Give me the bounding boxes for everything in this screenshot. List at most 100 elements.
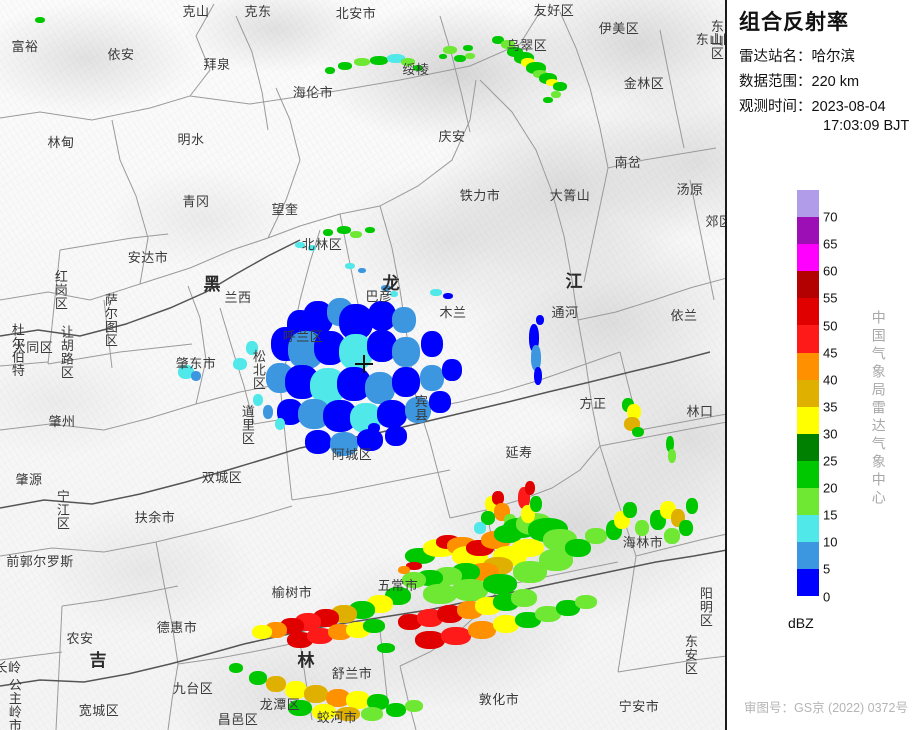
radar-echo-cell [632,427,644,437]
map-place-label: 扶余市 [134,510,176,526]
radar-echo-cell [398,614,422,630]
radar-echo-cell [252,625,272,639]
radar-station-row: 雷达站名：哈尔滨 [739,45,855,66]
colorbar-tick-label: 60 [823,263,838,279]
radar-echo-cell [575,595,597,609]
observation-time-label: 观测时间： [739,99,812,115]
radar-echo-cell [551,90,561,98]
map-place-label: 公主岭市 [6,678,22,730]
radar-echo-cell [481,511,495,525]
radar-echo-cell [368,423,380,433]
map-place-label: 阿城区 [331,447,373,463]
radar-echo-cell [350,230,362,238]
radar-echo-cell [405,700,423,712]
radar-echo-cell [361,707,383,721]
admin-boundaries [0,3,725,730]
radar-echo-cell [530,496,542,512]
radar-echo-cell [666,436,674,452]
map-approval-number: 审图号：GS京 (2022) 0372号 [744,701,908,715]
colorbar-tick-label: 45 [823,345,838,361]
map-place-label: 宽城区 [78,703,120,719]
map-province-label: 黑 [203,275,223,295]
radar-echo-cell [263,405,273,419]
map-place-label: 长岭 [0,660,22,676]
colorbar-tick-label: 55 [823,290,838,306]
colorbar-unit-label: dBZ [788,615,814,631]
radar-echo-cell [326,689,350,707]
map-place-label: 克山 [182,4,210,20]
colorbar-segment [797,460,819,489]
colorbar-segment [797,488,819,516]
radar-echo-cell [521,57,535,67]
colorbar-segment [797,352,819,380]
map-place-label: 松北区 [250,349,266,391]
radar-echo-cell [492,491,504,505]
radar-echo-cell [308,245,316,251]
radar-echo-cell [679,520,693,536]
radar-echo-cell [463,45,473,51]
radar-echo-cell [229,663,243,673]
radar-echo-cell [668,449,676,463]
radar-echo-cell [246,341,258,355]
radar-echo-cell [253,394,263,406]
radar-echo-cell [534,367,542,385]
map-place-label: 兰西 [224,290,252,306]
map-place-label: 乌翠区 [506,38,548,54]
map-place-label: 庆安 [438,129,466,145]
map-place-label: 让胡路区 [58,325,74,379]
map-place-label: 德惠市 [156,620,198,636]
map-place-label: 敦化市 [478,692,520,708]
radar-map-panel[interactable]: 克山克东北安市友好区伊美区东山区富裕依安拜泉绥棱乌翠区金林区海伦市庆安明水林甸南… [0,0,727,730]
radar-station-label: 雷达站名： [739,49,812,65]
map-place-label: 五常市 [377,578,419,594]
radar-echo-cell [539,549,573,571]
map-place-label: 北林区 [301,237,343,253]
radar-echo-cell [402,572,426,588]
radar-echo-cell [354,58,370,66]
colorbar-segment [797,569,819,597]
colorbar-segment [797,298,819,326]
radar-echo-cell [413,65,423,71]
radar-echo-cell [421,331,443,357]
radar-echo-cell [442,359,462,381]
map-place-label: 郊区 [705,214,725,230]
organization-watermark: 中国气象局雷达气象中心 [870,310,887,508]
map-place-label: 九台区 [172,681,214,697]
radar-echo-cell [191,371,201,381]
radar-echo-cell [543,97,553,103]
radar-echo-cell [336,707,360,721]
radar-echo-cell [565,539,591,557]
radar-echo-cell [381,285,391,291]
dbz-colorbar: 70 65 60 55 50 45 40 35 30 25 20 15 10 5 0 [797,190,837,604]
map-place-label: 大同区 [12,340,54,356]
radar-echo-cell [398,566,410,574]
map-place-label: 萨尔图区 [102,293,118,347]
map-place-label: 肇州 [48,414,76,430]
radar-echo-cell [556,600,580,616]
map-place-label: 肇源 [15,472,43,488]
radar-echo-cell [330,432,358,456]
radar-echo-cell [493,615,519,633]
radar-echo-cell [492,36,504,44]
map-place-label: 蛟河市 [316,710,358,726]
map-place-label: 宁江区 [54,489,70,531]
colorbar-tick-label: 25 [823,453,838,469]
radar-echo-cell [406,562,422,570]
map-place-label: 明水 [177,132,205,148]
radar-echo-cell [392,367,420,397]
map-province-label: 林 [297,651,317,671]
colorbar-segment [797,542,819,570]
radar-echo-cell [664,528,680,544]
radar-echo-cell [529,324,539,352]
map-place-label: 延寿 [505,445,533,461]
map-place-label: 方正 [579,396,607,412]
radar-echo-cell [627,404,641,420]
radar-echo-cell [337,226,351,234]
radar-echo-cell [357,429,383,451]
map-place-label: 汤原 [676,182,704,198]
radar-echo-cell [443,293,453,299]
colorbar-tick-label: 65 [823,236,838,252]
colorbar-tick-label: 40 [823,372,838,388]
map-place-label: 海伦市 [292,85,334,101]
radar-echo-cell [535,606,561,622]
